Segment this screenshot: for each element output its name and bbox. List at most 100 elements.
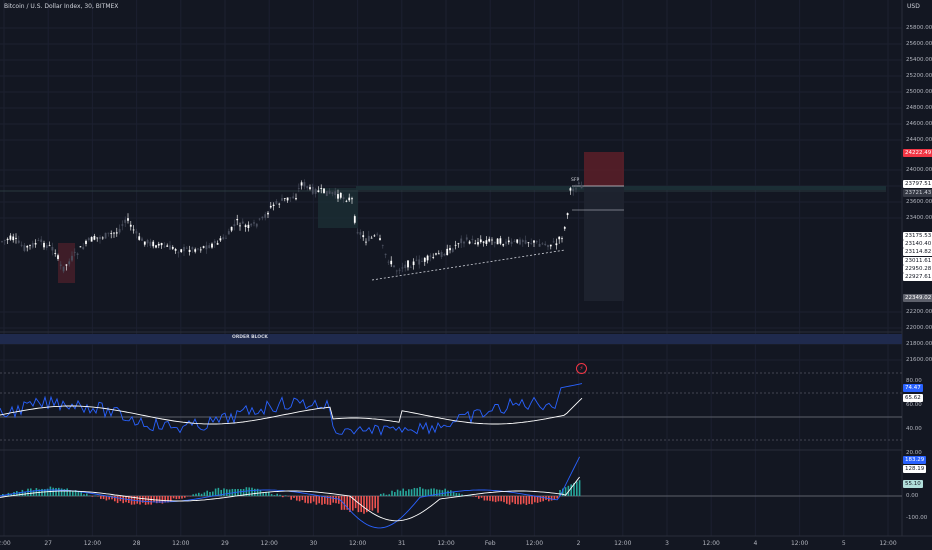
macd-bar [492, 496, 494, 502]
macd-bar [531, 496, 533, 505]
candle-body [373, 235, 376, 237]
macd-bar [74, 490, 77, 496]
candle-body [191, 247, 194, 250]
macd-bar [18, 492, 21, 496]
candle-body [54, 253, 57, 254]
price-tick: 22200.00 [906, 309, 932, 315]
macd-bar [284, 495, 287, 496]
symbol-title[interactable]: Bitcoin / U.S. Dollar Index, 30, BITMEX [4, 3, 119, 10]
candle-body [493, 241, 496, 244]
macd-bar [86, 493, 88, 496]
candle-body [202, 246, 205, 248]
lightning-alert-icon[interactable]: ⚡ [576, 363, 587, 374]
trendline-support[interactable] [371, 249, 566, 281]
candle-body [169, 245, 171, 250]
candle-body [337, 194, 339, 199]
candle-body [6, 238, 9, 241]
macd-bar [116, 496, 119, 504]
time-tick: 12:00 [702, 540, 720, 547]
candle-body [48, 245, 51, 247]
macd-tick: 0.00 [906, 493, 919, 499]
time-tick: 12:00 [614, 540, 632, 547]
candle-body [129, 224, 132, 227]
macd-bar [352, 496, 354, 511]
candle-body [34, 243, 37, 245]
macd-bar [576, 481, 578, 496]
candle-body [272, 204, 275, 207]
candle-body [331, 192, 334, 194]
candle-body [555, 243, 558, 246]
candle-body [519, 239, 521, 245]
macd-bar [438, 489, 441, 496]
candle-body [317, 190, 320, 193]
candle-body [393, 265, 395, 268]
macd-bar [161, 496, 164, 504]
candle-body [496, 238, 499, 245]
candle-body [465, 237, 468, 240]
macd-bar [287, 496, 290, 497]
time-tick: 12:00 [83, 540, 102, 547]
candle-body [569, 188, 572, 191]
candle-body [188, 249, 191, 252]
candle-body [138, 236, 141, 240]
price-tick: 25600.00 [906, 41, 932, 47]
macd-bar [550, 496, 553, 501]
macd-bar [559, 490, 561, 496]
candle-body [432, 257, 435, 258]
macd-bar [301, 496, 304, 501]
short-position-stop-zone[interactable] [584, 152, 624, 186]
candle-body [314, 188, 317, 194]
candle-body [213, 240, 216, 244]
macd-bar [326, 496, 329, 505]
candle-body [353, 216, 356, 223]
candle-body [177, 252, 180, 254]
macd-bar [382, 493, 385, 496]
candle-body [250, 223, 253, 226]
candle-body [502, 244, 505, 246]
macd-bar [424, 489, 427, 496]
macd-bar [570, 484, 572, 496]
candle-body [449, 248, 451, 251]
candle-body [348, 197, 351, 201]
macd-bar [158, 496, 161, 503]
candle-body [146, 240, 149, 244]
macd-bar [198, 492, 200, 496]
supply-zone-box[interactable] [58, 243, 75, 283]
candle-body [423, 257, 426, 262]
candle-body [351, 198, 353, 200]
macd-bar [349, 496, 351, 513]
candle-body [510, 241, 513, 244]
price-tick: 22000.00 [906, 325, 932, 331]
candle-body [20, 244, 23, 246]
candle-body [180, 249, 183, 252]
candle-body [244, 225, 247, 228]
macd-bar [209, 491, 211, 496]
macd-bar [506, 496, 508, 504]
candle-body [524, 240, 527, 244]
macd-bar [44, 489, 46, 496]
candle-body [76, 253, 79, 255]
short-position-target-zone[interactable] [584, 186, 624, 301]
macd-bar [371, 496, 374, 511]
macd-bar [405, 490, 407, 496]
macd-bar [324, 496, 326, 504]
currency-label[interactable]: USD [907, 3, 920, 10]
macd-bar [30, 488, 32, 496]
price-tick: 25800.00 [906, 25, 932, 31]
time-tick: 2 [576, 540, 581, 547]
macd-bar [480, 496, 483, 498]
candle-body [580, 184, 583, 189]
macd-bar [136, 496, 138, 504]
macd-bar [153, 496, 155, 503]
price-tick: 25200.00 [906, 73, 932, 79]
macd-bar [178, 496, 180, 499]
macd-bar [461, 494, 463, 496]
macd-bar [433, 488, 435, 496]
candle-body [9, 235, 12, 240]
candle-body [356, 232, 359, 234]
candle-body [264, 214, 267, 218]
candle-body [155, 245, 157, 248]
macd-bar [114, 496, 116, 502]
candle-body [437, 253, 440, 255]
